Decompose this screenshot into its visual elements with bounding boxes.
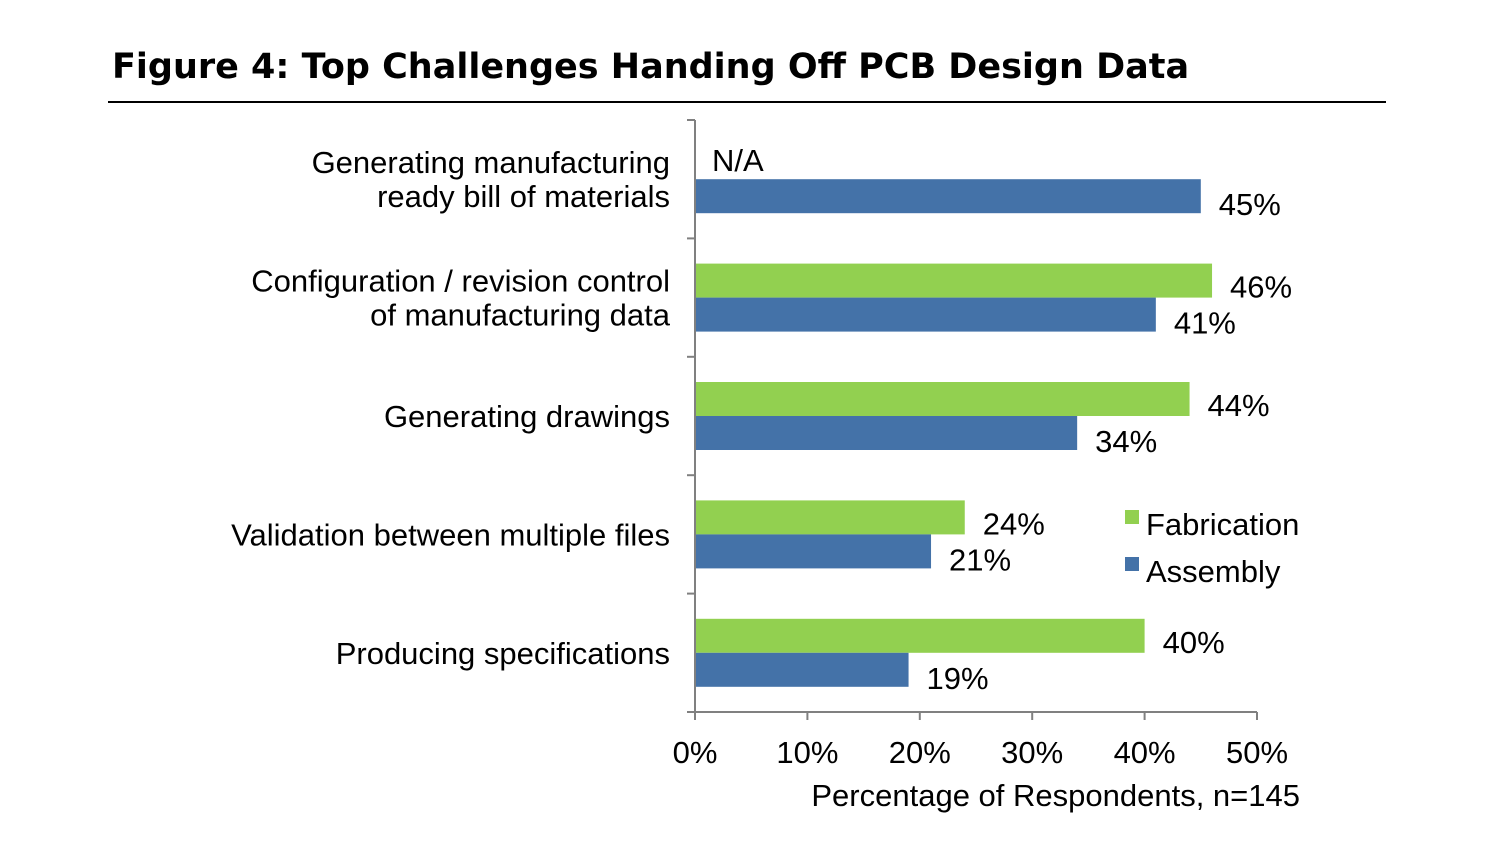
bar-fabrication xyxy=(696,618,1145,653)
category-label: Generating manufacturing xyxy=(312,145,670,180)
data-label: 46% xyxy=(1230,270,1292,305)
data-label: 40% xyxy=(1163,625,1225,660)
x-tick-label: 0% xyxy=(673,735,718,770)
data-label: 45% xyxy=(1219,187,1281,222)
category-label: ready bill of materials xyxy=(377,179,670,214)
x-tick-label: 50% xyxy=(1226,735,1288,770)
bar-assembly xyxy=(696,179,1201,214)
x-tick-label: 20% xyxy=(889,735,951,770)
bar-fabrication xyxy=(696,263,1213,298)
plot-area: 0% 10% 20% 30% 40% 50% N/A 45% Generating manufa… xyxy=(231,119,1299,770)
x-tick-label: 40% xyxy=(1114,735,1176,770)
bar-assembly xyxy=(696,534,932,569)
data-label-na: N/A xyxy=(712,143,764,178)
data-label: 19% xyxy=(927,661,989,696)
data-label: 21% xyxy=(949,542,1011,577)
bar-assembly xyxy=(696,297,1156,332)
legend-swatch-fabrication xyxy=(1125,510,1139,524)
category-label: Configuration / revision control xyxy=(251,264,670,299)
x-axis-title: Percentage of Respondents, n=145 xyxy=(811,778,1300,813)
data-label: 34% xyxy=(1095,424,1157,459)
data-label: 41% xyxy=(1174,306,1236,341)
chart-title: Figure 4: Top Challenges Handing Off PCB… xyxy=(112,47,1189,87)
data-label: 44% xyxy=(1208,388,1270,423)
data-label: 24% xyxy=(983,506,1045,541)
legend-label-assembly: Assembly xyxy=(1146,554,1281,589)
x-tick-label: 30% xyxy=(1001,735,1063,770)
legend-swatch-assembly xyxy=(1125,557,1139,571)
bar-assembly xyxy=(696,652,909,687)
bar-assembly xyxy=(696,416,1078,450)
bar-fabrication xyxy=(696,382,1190,416)
bar-fabrication xyxy=(696,500,965,535)
category-label: of manufacturing data xyxy=(370,298,671,333)
category-label: Validation between multiple files xyxy=(231,517,670,552)
legend-label-fabrication: Fabrication xyxy=(1146,507,1299,542)
category-label: Producing specifications xyxy=(336,636,670,671)
x-tick-label: 10% xyxy=(776,735,838,770)
category-label: Generating drawings xyxy=(384,399,670,434)
